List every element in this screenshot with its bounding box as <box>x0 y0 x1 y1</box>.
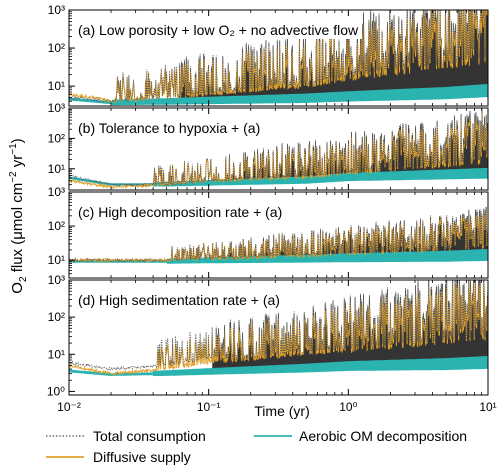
series-total-consumption <box>69 280 488 372</box>
panel-c: 10¹ 10² 10³ (c) High decomposition rate + (… <box>48 185 489 279</box>
y-tick-label: 10¹ <box>48 162 65 176</box>
panel-title: (b) Tolerance to hypoxia + (a) <box>78 120 260 136</box>
panel-b: 10¹ 10² 10³ (b) Tolerance to hypoxia + (a) <box>48 101 489 191</box>
legend: Total consumption Diffusive supply Aerob… <box>46 428 467 465</box>
x-tick-label: 10⁻² <box>57 400 81 414</box>
panel-frame <box>68 9 489 107</box>
series-total-consumption <box>69 10 486 104</box>
panel-title: (a) Low porosity + low O₂ + no advective… <box>78 22 359 38</box>
y-tick-label: 10³ <box>48 3 65 17</box>
y-tick-label: 10³ <box>48 101 65 115</box>
legend-label-total-consumption: Total consumption <box>93 428 206 444</box>
series-diffusive-supply <box>69 113 488 190</box>
y-tick-label: 10¹ <box>48 79 65 93</box>
panel-plot-area <box>69 206 488 264</box>
y-tick-label: 10³ <box>48 273 65 287</box>
y-tick-label: 10³ <box>48 185 65 199</box>
legend-label-diffusive-supply: Diffusive supply <box>93 449 191 465</box>
panel-plot-area <box>69 108 488 190</box>
panels: 10¹ 10² 10³ (a) Low porosity + low O₂ + no … <box>47 3 497 414</box>
x-axis-label: Time (yr) <box>254 403 309 419</box>
y-axis-label: O2 flux (μmol cm−2 yr−1) <box>8 138 29 293</box>
panel-plot-area <box>69 280 488 377</box>
series-total-consumption <box>69 108 488 188</box>
panel-title: (d) High sedimentation rate + (a) <box>78 292 280 308</box>
panel-title: (c) High decomposition rate + (a) <box>78 204 282 220</box>
panel-frame <box>68 107 489 191</box>
panel-frame <box>68 279 489 396</box>
x-tick-label: 10¹ <box>479 400 496 414</box>
series-aerobic-om-decomposition <box>69 356 488 377</box>
panel-title-bg <box>75 291 283 309</box>
y-tick-label: 10² <box>48 131 65 145</box>
y-tick-label: 10¹ <box>48 347 65 361</box>
panel-plot-area <box>69 10 488 106</box>
y-tick-label: 10² <box>48 310 65 324</box>
series-diffusive-supply <box>69 281 488 376</box>
y-tick-label: 10² <box>48 41 65 55</box>
x-tick-label: 10⁰ <box>339 400 357 414</box>
x-tick-label: 10⁻¹ <box>197 400 221 414</box>
y-tick-label: 10¹ <box>48 253 65 267</box>
panel-title-bg <box>75 203 286 221</box>
panel-title-bg <box>75 119 264 137</box>
panel-a: 10¹ 10² 10³ (a) Low porosity + low O₂ + no … <box>48 3 489 107</box>
y-tick-label: 10⁰ <box>47 384 65 398</box>
series-total-consumption <box>69 206 488 263</box>
panel-frame <box>68 191 489 279</box>
panel-d: 10⁰ 10¹ 10² 10³ (d) High sedimentation rate … <box>47 273 489 398</box>
legend-label-aerobic: Aerobic OM decomposition <box>299 428 467 444</box>
panel-title-bg <box>75 21 363 39</box>
y-tick-label: 10² <box>48 219 65 233</box>
series-diffusive-supply <box>69 10 488 104</box>
